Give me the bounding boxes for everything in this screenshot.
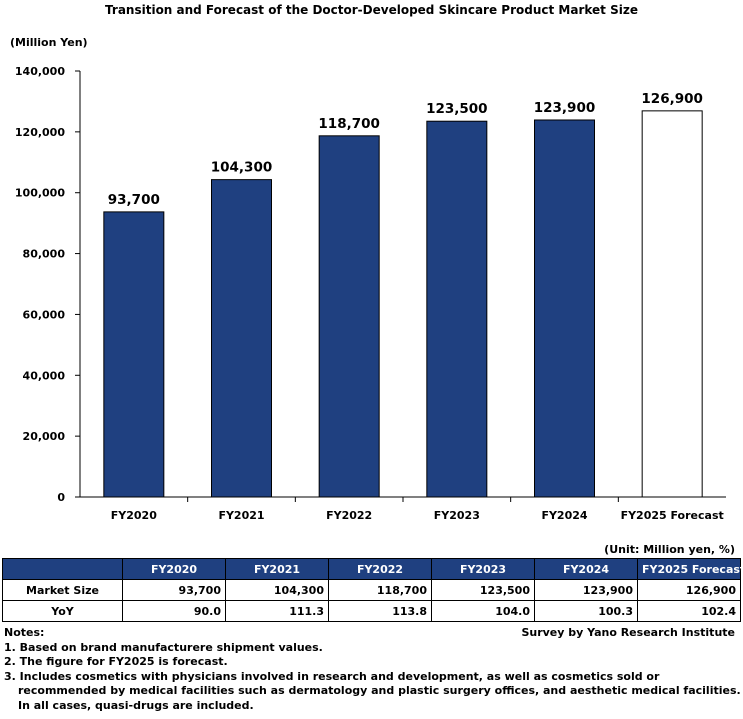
bar-chart: 0 20,000 40,000 60,000 80,000 100,000 120,000 1… [15, 65, 726, 522]
note-item: 2. The figure for FY2025 is forecast. [4, 655, 228, 668]
table-cell: 90.0 [122, 600, 226, 622]
notes: Notes: 1. Based on brand manufacturere s… [4, 626, 741, 713]
bar [534, 119, 595, 498]
table-header-cell: FY2022 [328, 558, 432, 580]
table-row-yoy: YoY 90.0 111.3 113.8 104.0 100.3 102.4 [2, 600, 741, 622]
table-cell: 123,500 [431, 579, 535, 601]
y-tick-label: 0 [57, 491, 65, 504]
chart-bars [103, 110, 703, 498]
data-table: FY2020 FY2021 FY2022 FY2023 FY2024 FY202… [2, 558, 743, 622]
y-tick-label: 120,000 [15, 126, 65, 139]
table-header-cell: FY2025 Forecast [637, 558, 743, 580]
x-tick-label: FY2024 [541, 509, 587, 522]
source-credit: Survey by Yano Research Institute [521, 626, 735, 639]
y-tick-label: 40,000 [23, 369, 66, 382]
bar [103, 211, 165, 498]
data-label: 126,900 [641, 91, 703, 107]
notes-heading: Notes: [4, 626, 45, 639]
bar [211, 179, 272, 498]
bar-forecast [641, 110, 703, 498]
table-cell: 102.4 [637, 600, 741, 622]
table-row-market-size: Market Size 93,700 104,300 118,700 123,5… [2, 579, 741, 601]
table-cell: 118,700 [328, 579, 432, 601]
data-label: 123,500 [426, 101, 488, 117]
x-tick-label: FY2022 [326, 509, 372, 522]
y-tick-label: 60,000 [23, 308, 66, 321]
bar [426, 120, 488, 498]
table-cell: 126,900 [637, 579, 741, 601]
table-cell: 104,300 [225, 579, 329, 601]
table-corner-cell [2, 558, 123, 580]
note-item: recommended by medical facilities such a… [18, 684, 741, 697]
note-item: 3. Includes cosmetics with physicians in… [4, 669, 660, 683]
data-label: 123,900 [534, 100, 596, 116]
y-tick-label: 100,000 [15, 187, 65, 200]
table-row-label: Market Size [2, 579, 123, 601]
data-label: 93,700 [108, 192, 160, 208]
table-cell: 100.3 [534, 600, 638, 622]
table-cell: 93,700 [122, 579, 226, 601]
table-header-cell: FY2021 [225, 558, 329, 580]
chart-axes: 0 20,000 40,000 60,000 80,000 100,000 120,000 1… [15, 65, 726, 504]
note-item: 1. Based on brand manufacturere shipment… [4, 640, 323, 654]
table-unit-label: (Unit: Million yen, %) [604, 543, 735, 556]
bar [318, 135, 380, 498]
table-cell: 113.8 [328, 600, 432, 622]
chart-labels: 93,700 FY2020 104,300 FY2021 118,700 FY2022 12… [108, 91, 724, 522]
table-header-cell: FY2020 [122, 558, 226, 580]
y-tick-label: 140,000 [15, 65, 65, 78]
table-cell: 104.0 [431, 600, 535, 622]
x-tick-label: FY2023 [434, 509, 480, 522]
table-cell: 111.3 [225, 600, 329, 622]
y-tick-label: 20,000 [23, 430, 66, 443]
table-row-label: YoY [2, 600, 123, 622]
x-tick-label: FY2020 [111, 509, 157, 522]
x-tick-label: FY2021 [218, 509, 264, 522]
table-header-cell: FY2023 [431, 558, 535, 580]
table-header-row: FY2020 FY2021 FY2022 FY2023 FY2024 FY202… [2, 558, 743, 580]
data-label: 104,300 [211, 160, 273, 176]
chart-title: Transition and Forecast of the Doctor-De… [105, 3, 638, 17]
y-tick-label: 80,000 [23, 248, 66, 261]
y-axis-unit-label: (Million Yen) [10, 36, 88, 49]
table-cell: 123,900 [534, 579, 638, 601]
table-header-cell: FY2024 [534, 558, 638, 580]
x-tick-label: FY2025 Forecast [621, 509, 724, 522]
data-label: 118,700 [318, 116, 380, 132]
note-item: In all cases, quasi-drugs are included. [18, 698, 254, 712]
